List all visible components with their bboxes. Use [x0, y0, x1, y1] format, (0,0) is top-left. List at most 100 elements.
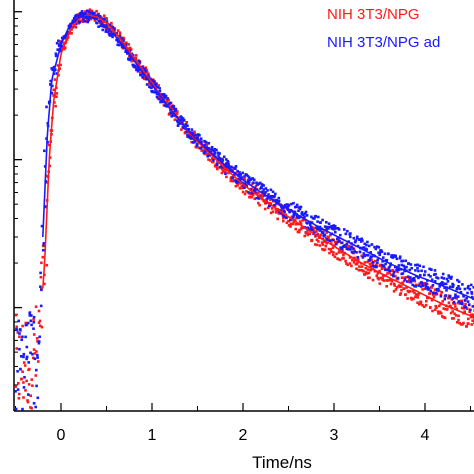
series-1-point — [98, 15, 102, 18]
series-0-point — [299, 222, 303, 225]
series-0-point — [34, 305, 38, 308]
series-0-point — [303, 234, 306, 238]
series-0-fit-line — [42, 14, 474, 319]
series-0-point — [209, 159, 212, 162]
series-1-point — [325, 221, 328, 224]
series-0-point — [360, 265, 364, 268]
series-1-point — [323, 233, 327, 237]
series-1-point — [173, 114, 176, 117]
series-1-point — [285, 203, 289, 206]
series-0-point — [290, 215, 294, 219]
series-1-point — [203, 144, 207, 147]
series-0-point — [391, 268, 395, 272]
series-1-point — [171, 105, 174, 108]
series-0-point — [253, 197, 256, 201]
series-0-point — [105, 17, 108, 20]
series-1-point — [468, 287, 472, 291]
series-1-point — [66, 33, 69, 37]
series-1-point — [373, 245, 376, 249]
series-1-point — [42, 242, 46, 245]
series-0-point — [262, 191, 266, 194]
series-1-point — [54, 52, 58, 55]
series-0-point — [298, 220, 302, 223]
series-1-point — [441, 281, 444, 284]
series-1-point — [55, 41, 59, 45]
series-0-point — [463, 310, 466, 313]
series-0-point — [37, 321, 41, 324]
series-1-point — [174, 109, 177, 113]
series-0-point — [56, 64, 60, 67]
series-0-point — [207, 148, 211, 152]
series-1-point — [331, 227, 335, 231]
series-1-point — [273, 194, 276, 198]
series-1-point — [442, 282, 445, 285]
series-1-point — [472, 286, 474, 289]
series-1-point — [199, 137, 203, 140]
series-1-point — [398, 255, 402, 258]
series-1-point — [198, 134, 201, 137]
series-1-point — [213, 152, 217, 155]
series-1-point — [75, 13, 79, 17]
series-1-point — [353, 250, 356, 253]
series-1-point — [366, 240, 369, 244]
series-1-point — [25, 357, 28, 361]
series-1-point — [459, 291, 463, 294]
series-1-point — [14, 390, 17, 393]
series-0-point — [241, 186, 244, 190]
series-0-point — [310, 238, 314, 242]
series-0-point — [32, 318, 35, 321]
series-1-point — [360, 237, 363, 241]
series-1-point — [376, 261, 379, 264]
series-1-point — [78, 21, 81, 24]
series-0-point — [378, 269, 381, 273]
series-1-point — [101, 28, 104, 32]
series-1-point — [354, 239, 357, 243]
series-1-point — [17, 319, 20, 323]
series-0-point — [337, 257, 340, 261]
series-0-point — [74, 26, 78, 29]
series-1-point — [306, 226, 310, 230]
series-1-point — [383, 252, 387, 255]
series-1-point — [414, 263, 417, 267]
series-0-point — [327, 247, 331, 251]
series-0-point — [356, 261, 359, 264]
series-1-point — [189, 136, 192, 140]
series-1-point — [123, 44, 127, 48]
series-1-point — [404, 259, 407, 263]
series-1-point — [189, 135, 193, 138]
series-1-point — [330, 225, 333, 228]
series-1-point — [141, 75, 144, 79]
series-0-point — [390, 273, 393, 277]
legend-entry-0: NIH 3T3/NPG — [327, 6, 420, 23]
series-1-point — [448, 276, 451, 279]
series-1-point — [218, 156, 221, 160]
series-1-point — [264, 191, 267, 194]
series-0-point — [22, 361, 26, 364]
series-1-point — [346, 247, 350, 251]
series-1-point — [212, 149, 216, 153]
series-1-point — [457, 285, 460, 288]
series-0-point — [201, 149, 205, 152]
series-0-point — [423, 281, 426, 285]
series-1-point — [42, 243, 46, 247]
series-1-point — [145, 83, 149, 86]
series-1-point — [153, 80, 156, 83]
series-1-point — [234, 165, 238, 168]
series-0-point — [335, 240, 339, 244]
series-1-point — [298, 207, 302, 211]
series-0-point — [249, 192, 252, 196]
series-0-point — [462, 307, 466, 310]
series-1-point — [211, 148, 214, 152]
series-1-point — [388, 265, 391, 269]
series-1-point — [237, 177, 240, 181]
series-1-point — [54, 54, 58, 58]
series-1-point — [195, 142, 199, 146]
series-0-point — [289, 222, 293, 226]
series-0-point — [333, 255, 337, 259]
series-0-point — [450, 317, 454, 320]
series-0-point — [379, 276, 382, 280]
series-0-point — [460, 299, 464, 303]
series-1-point — [108, 34, 112, 37]
series-0-point — [472, 313, 474, 316]
series-0-point — [227, 171, 230, 175]
